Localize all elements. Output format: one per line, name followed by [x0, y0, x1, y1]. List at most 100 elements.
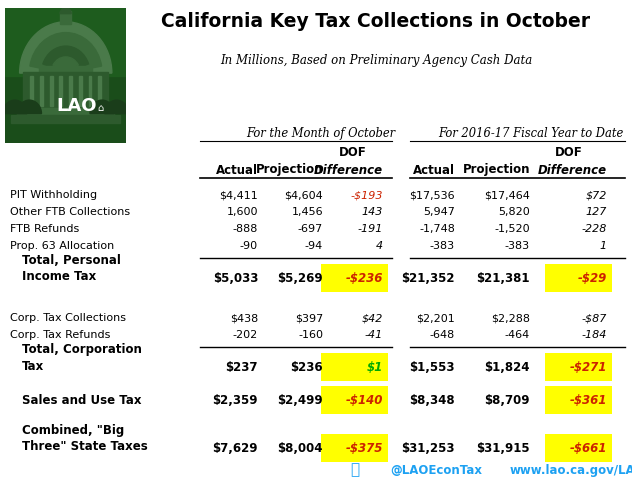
Text: $5,269: $5,269	[277, 272, 323, 284]
Text: Actual: Actual	[216, 163, 258, 176]
Text: $1,553: $1,553	[410, 361, 455, 374]
Wedge shape	[60, 8, 71, 14]
Text: $17,464: $17,464	[484, 190, 530, 200]
Text: $21,352: $21,352	[401, 272, 455, 284]
Text: $237: $237	[226, 361, 258, 374]
Text: -$29: -$29	[578, 272, 607, 284]
Text: -$661: -$661	[569, 441, 607, 454]
Text: $2,288: $2,288	[491, 313, 530, 323]
Text: $7,629: $7,629	[212, 441, 258, 454]
Bar	[88, 76, 92, 105]
Text: Difference: Difference	[538, 163, 607, 176]
Text: $438: $438	[230, 313, 258, 323]
Text: -888: -888	[233, 224, 258, 234]
Bar	[17, 108, 114, 116]
Text: Tax: Tax	[22, 360, 44, 372]
Text: -$361: -$361	[569, 394, 607, 406]
Text: 4: 4	[376, 241, 383, 251]
Text: -$271: -$271	[569, 361, 607, 374]
Text: -464: -464	[505, 330, 530, 340]
Wedge shape	[3, 100, 27, 114]
Wedge shape	[90, 100, 114, 114]
Text: $236: $236	[290, 361, 323, 374]
Text: 1,456: 1,456	[291, 207, 323, 217]
Text: www.lao.ca.gov/LAOEconTax: www.lao.ca.gov/LAOEconTax	[510, 464, 632, 476]
Text: -383: -383	[505, 241, 530, 251]
Text: -1,520: -1,520	[494, 224, 530, 234]
Text: Income Tax: Income Tax	[22, 271, 96, 283]
Text: DOF: DOF	[339, 146, 367, 159]
Text: $4,411: $4,411	[219, 190, 258, 200]
Text: DOF: DOF	[555, 146, 582, 159]
Text: -41: -41	[365, 330, 383, 340]
Bar	[98, 76, 101, 105]
Text: @LAOEconTax: @LAOEconTax	[390, 464, 482, 476]
Text: -160: -160	[298, 330, 323, 340]
Text: -1,748: -1,748	[419, 224, 455, 234]
Text: Other FTB Collections: Other FTB Collections	[10, 207, 130, 217]
Text: $1,824: $1,824	[485, 361, 530, 374]
Text: -228: -228	[581, 224, 607, 234]
Text: $31,915: $31,915	[477, 441, 530, 454]
Text: -$375: -$375	[346, 441, 383, 454]
Bar	[40, 76, 43, 105]
Text: -$236: -$236	[346, 272, 383, 284]
Text: Total, Personal: Total, Personal	[22, 255, 121, 267]
Text: Projection: Projection	[463, 163, 530, 176]
Bar	[30, 76, 33, 105]
Text: $8,348: $8,348	[410, 394, 455, 406]
Text: Actual: Actual	[413, 163, 455, 176]
Text: $2,359: $2,359	[212, 394, 258, 406]
Bar	[69, 76, 72, 105]
Text: -202: -202	[233, 330, 258, 340]
Text: -697: -697	[298, 224, 323, 234]
Text: Corp. Tax Refunds: Corp. Tax Refunds	[10, 330, 111, 340]
Text: $2,499: $2,499	[277, 394, 323, 406]
Text: 5,820: 5,820	[498, 207, 530, 217]
Bar	[39, 67, 92, 77]
Text: $1: $1	[367, 361, 383, 374]
Text: $31,253: $31,253	[401, 441, 455, 454]
Text: $8,709: $8,709	[485, 394, 530, 406]
Text: Prop. 63 Allocation: Prop. 63 Allocation	[10, 241, 114, 251]
Text: -$193: -$193	[351, 190, 383, 200]
Wedge shape	[17, 100, 42, 114]
Text: -191: -191	[358, 224, 383, 234]
Text: 1: 1	[600, 241, 607, 251]
Wedge shape	[30, 33, 102, 73]
Wedge shape	[104, 100, 129, 114]
Bar	[5, 122, 126, 143]
Wedge shape	[43, 46, 88, 73]
Text: Difference: Difference	[314, 163, 383, 176]
Text: -$140: -$140	[346, 394, 383, 406]
Text: ⌂: ⌂	[98, 103, 104, 113]
Text: 1,600: 1,600	[226, 207, 258, 217]
Text: 143: 143	[362, 207, 383, 217]
Bar	[59, 76, 63, 105]
Text: $397: $397	[295, 313, 323, 323]
Text: Three" State Taxes: Three" State Taxes	[22, 439, 148, 452]
Text: FTB Refunds: FTB Refunds	[10, 224, 79, 234]
Text: For the Month of October: For the Month of October	[246, 126, 395, 139]
Text: -$87: -$87	[581, 313, 607, 323]
Wedge shape	[20, 22, 112, 73]
Text: $42: $42	[362, 313, 383, 323]
Text: California Key Tax Collections in October: California Key Tax Collections in Octobe…	[162, 13, 590, 32]
Text: $2,201: $2,201	[416, 313, 455, 323]
Text: -90: -90	[240, 241, 258, 251]
Text: -94: -94	[305, 241, 323, 251]
Text: 5,947: 5,947	[423, 207, 455, 217]
Text: Total, Corporation: Total, Corporation	[22, 344, 142, 357]
Bar	[11, 115, 120, 123]
Text: $8,004: $8,004	[277, 441, 323, 454]
Text: LAO: LAO	[56, 97, 97, 115]
Text: -383: -383	[430, 241, 455, 251]
Text: $4,604: $4,604	[284, 190, 323, 200]
Bar	[79, 76, 82, 105]
Text: $21,381: $21,381	[477, 272, 530, 284]
Text: Sales and Use Tax: Sales and Use Tax	[22, 394, 142, 406]
Text: -184: -184	[581, 330, 607, 340]
Bar	[60, 11, 71, 24]
Bar	[50, 76, 52, 105]
Text: Corp. Tax Collections: Corp. Tax Collections	[10, 313, 126, 323]
